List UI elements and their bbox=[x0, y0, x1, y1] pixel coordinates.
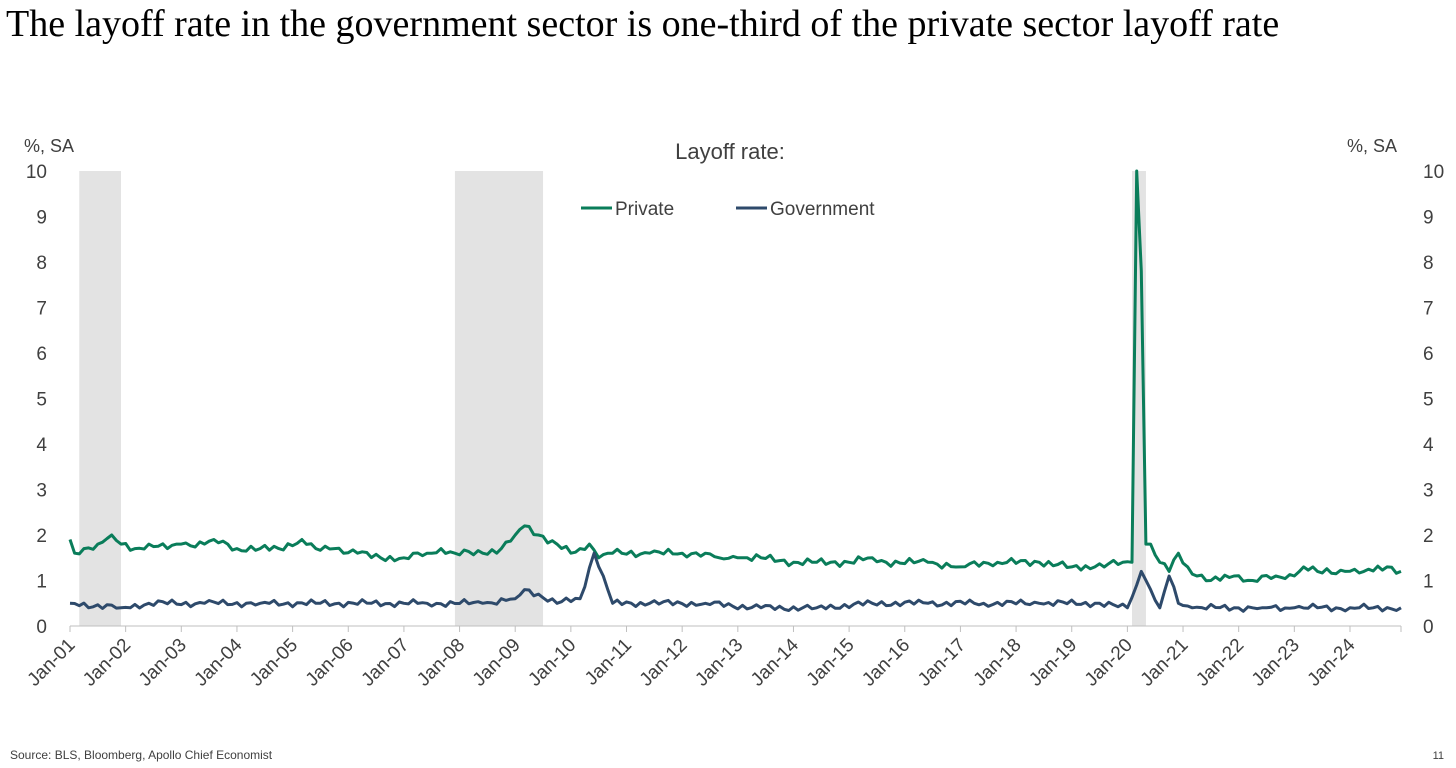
legend-label-private: Private bbox=[615, 199, 674, 220]
x-tick-Jan-11: Jan-11 bbox=[581, 635, 636, 690]
y-tick-right-8: 8 bbox=[1423, 253, 1434, 274]
page-number: 11 bbox=[1432, 750, 1444, 762]
y-tick-right-0: 0 bbox=[1423, 617, 1434, 638]
series-line-private bbox=[68, 169, 1402, 583]
series-line-government bbox=[69, 551, 1402, 613]
x-tick-Jan-22: Jan-22 bbox=[1192, 635, 1248, 691]
y-tick-left-4: 4 bbox=[36, 435, 47, 456]
x-tick-Jan-19: Jan-19 bbox=[1025, 635, 1081, 691]
y-tick-right-7: 7 bbox=[1423, 299, 1434, 320]
y-tick-left-9: 9 bbox=[36, 208, 47, 229]
x-tick-Jan-18: Jan-18 bbox=[970, 635, 1026, 691]
x-tick-Jan-04: Jan-04 bbox=[191, 634, 247, 690]
y-tick-right-6: 6 bbox=[1423, 344, 1434, 365]
y-tick-left-3: 3 bbox=[36, 481, 47, 502]
x-tick-Jan-02: Jan-02 bbox=[79, 635, 135, 691]
series-lines bbox=[68, 169, 1402, 613]
y-tick-right-10: 10 bbox=[1423, 162, 1444, 183]
y-tick-left-0: 0 bbox=[36, 617, 47, 638]
y-tick-left-6: 6 bbox=[36, 344, 47, 365]
x-tick-Jan-01: Jan-01 bbox=[24, 635, 80, 691]
y-tick-left-5: 5 bbox=[36, 390, 47, 411]
x-tick-Jan-20: Jan-20 bbox=[1081, 635, 1137, 691]
y-tick-left-1: 1 bbox=[36, 572, 47, 593]
source-note: Source: BLS, Bloomberg, Apollo Chief Eco… bbox=[10, 748, 273, 762]
x-tick-Jan-23: Jan-23 bbox=[1248, 635, 1304, 691]
recession-band-0 bbox=[79, 171, 122, 626]
x-tick-Jan-15: Jan-15 bbox=[803, 635, 859, 691]
y-tick-right-9: 9 bbox=[1423, 208, 1434, 229]
x-tick-Jan-14: Jan-14 bbox=[747, 634, 803, 690]
y-tick-right-5: 5 bbox=[1423, 390, 1434, 411]
x-tick-Jan-17: Jan-17 bbox=[914, 635, 970, 691]
y-tick-left-2: 2 bbox=[36, 526, 47, 547]
x-tick-Jan-07: Jan-07 bbox=[358, 635, 414, 691]
x-tick-Jan-09: Jan-09 bbox=[469, 635, 525, 691]
x-tick-Jan-10: Jan-10 bbox=[524, 635, 580, 691]
y-tick-right-3: 3 bbox=[1423, 481, 1434, 502]
page-title: The layoff rate in the government sector… bbox=[6, 3, 1280, 45]
chart-title: Layoff rate: bbox=[675, 139, 785, 164]
right-axis-unit: %, SA bbox=[1347, 136, 1397, 156]
y-tick-left-7: 7 bbox=[36, 299, 47, 320]
left-axis-unit: %, SA bbox=[24, 136, 74, 156]
y-tick-right-4: 4 bbox=[1423, 435, 1434, 456]
x-tick-Jan-08: Jan-08 bbox=[413, 635, 469, 691]
y-tick-left-8: 8 bbox=[36, 253, 47, 274]
x-tick-Jan-03: Jan-03 bbox=[135, 635, 191, 691]
recession-bands bbox=[79, 171, 1146, 626]
x-tick-Jan-05: Jan-05 bbox=[246, 635, 302, 691]
y-tick-right-2: 2 bbox=[1423, 526, 1434, 547]
legend-label-government: Government bbox=[770, 199, 875, 220]
x-tick-Jan-06: Jan-06 bbox=[302, 635, 358, 691]
y-tick-right-1: 1 bbox=[1423, 572, 1434, 593]
x-tick-Jan-12: Jan-12 bbox=[636, 635, 692, 691]
x-tick-Jan-13: Jan-13 bbox=[691, 635, 747, 691]
legend: Private Government bbox=[581, 199, 875, 220]
x-tick-Jan-21: Jan-21 bbox=[1137, 635, 1193, 691]
recession-band-1 bbox=[454, 171, 544, 626]
x-tick-Jan-16: Jan-16 bbox=[858, 635, 914, 691]
x-tick-Jan-24: Jan-24 bbox=[1304, 634, 1360, 690]
y-tick-left-10: 10 bbox=[26, 162, 47, 183]
